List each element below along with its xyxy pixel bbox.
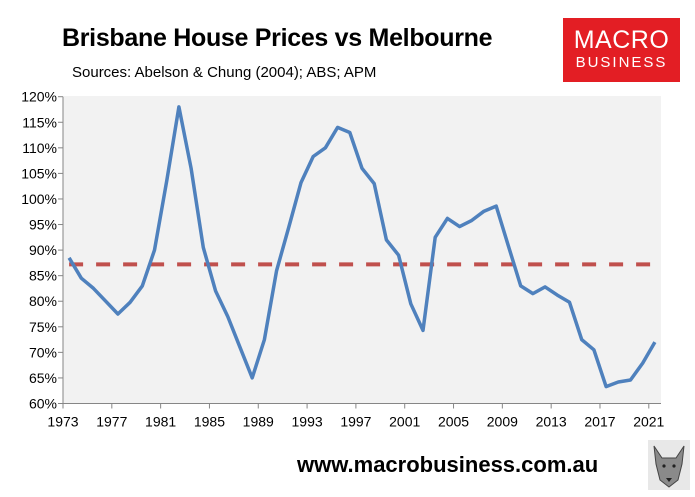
x-tick-label: 2013: [536, 414, 567, 430]
y-tick-label: 75%: [29, 319, 57, 335]
y-tick-label: 95%: [29, 217, 57, 233]
y-tick-label: 110%: [22, 140, 57, 156]
x-tick-label: 2009: [487, 414, 518, 430]
y-tick-label: 115%: [22, 114, 57, 130]
y-tick-label: 70%: [29, 344, 57, 360]
macrobusiness-logo: MACRO BUSINESS: [563, 18, 680, 82]
x-tick-label: 2001: [389, 414, 420, 430]
x-tick-label: 1977: [96, 414, 127, 430]
y-tick-label: 60%: [29, 396, 57, 412]
y-tick-label: 90%: [29, 242, 57, 258]
x-tick-label: 2017: [584, 414, 615, 430]
wolf-logo-icon: [648, 440, 690, 490]
x-tick-label: 1993: [292, 414, 323, 430]
website-url: www.macrobusiness.com.au: [297, 452, 599, 477]
y-tick-label: 85%: [29, 268, 57, 284]
logo-line2: BUSINESS: [575, 54, 668, 71]
y-tick-label: 105%: [21, 165, 57, 181]
plot-area: [63, 96, 661, 404]
line-chart: 60% 65% 70% 75% 80% 85% 90% 95% 100% 105% 110% 115%…: [21, 89, 664, 430]
x-tick-label: 1997: [340, 414, 371, 430]
y-tick-label: 65%: [29, 370, 57, 386]
x-tick-label: 1973: [47, 414, 78, 430]
y-tick-label: 100%: [21, 191, 57, 207]
chart-subtitle: Sources: Abelson & Chung (2004); ABS; AP…: [72, 64, 377, 81]
x-tick-label: 1985: [194, 414, 225, 430]
y-tick-label: 120%: [21, 89, 57, 105]
y-tick-label: 80%: [29, 293, 57, 309]
x-tick-label: 2021: [633, 414, 664, 430]
x-tick-label: 2005: [438, 414, 469, 430]
x-tick-label: 1989: [243, 414, 274, 430]
logo-line1: MACRO: [573, 26, 670, 54]
chart-title: Brisbane House Prices vs Melbourne: [62, 24, 493, 52]
x-tick-label: 1981: [145, 414, 176, 430]
